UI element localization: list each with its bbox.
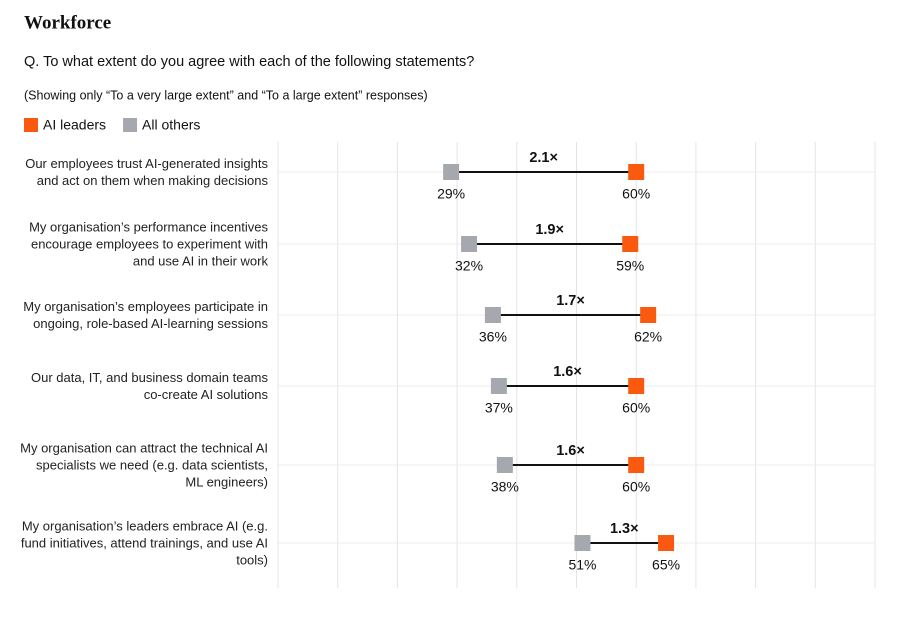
ratio-label: 2.1× <box>529 150 558 166</box>
marker <box>490 378 507 394</box>
marker <box>628 164 645 180</box>
marker <box>622 236 639 252</box>
value-label: 60% <box>622 479 650 495</box>
value-label: 51% <box>568 557 596 573</box>
value-label: 36% <box>479 329 507 345</box>
chart-title: Workforce <box>24 12 111 33</box>
marker <box>496 457 513 473</box>
ratio-label: 1.9× <box>535 222 564 238</box>
marker <box>640 307 657 323</box>
category-label: My organisation’s employees participate … <box>23 299 268 331</box>
value-label: 37% <box>485 400 513 416</box>
category-label: My organisation’s performance incentives… <box>29 219 268 269</box>
category-label: Our data, IT, and business domain teams … <box>30 370 268 402</box>
category-label: My organisation’s leaders embrace AI (e.… <box>20 518 268 568</box>
legend-label: AI leaders <box>43 117 106 133</box>
category-label: Our employees trust AI-generated insight… <box>25 156 268 188</box>
chart-note: (Showing only “To a very large extent” a… <box>24 88 428 102</box>
legend-swatch <box>24 118 38 132</box>
ratio-label: 1.3× <box>610 521 639 537</box>
value-label: 60% <box>622 186 650 202</box>
value-label: 60% <box>622 400 650 416</box>
marker <box>443 164 460 180</box>
legend-swatch <box>123 118 138 132</box>
marker <box>628 378 645 394</box>
value-label: 62% <box>634 329 662 345</box>
value-label: 65% <box>652 557 680 573</box>
marker <box>461 236 478 252</box>
marker <box>574 535 591 551</box>
legend-label: All others <box>142 117 200 133</box>
ratio-label: 1.6× <box>553 364 582 380</box>
ratio-label: 1.7× <box>556 293 585 309</box>
value-label: 29% <box>437 186 465 202</box>
marker <box>484 307 501 323</box>
value-label: 59% <box>616 258 644 274</box>
value-label: 38% <box>491 479 519 495</box>
value-label: 32% <box>455 258 483 274</box>
ratio-label: 1.6× <box>556 443 585 459</box>
marker <box>658 535 675 551</box>
category-label: My organisation can attract the technica… <box>20 440 268 490</box>
marker <box>628 457 645 473</box>
chart-subtitle: Q. To what extent do you agree with each… <box>24 54 474 70</box>
